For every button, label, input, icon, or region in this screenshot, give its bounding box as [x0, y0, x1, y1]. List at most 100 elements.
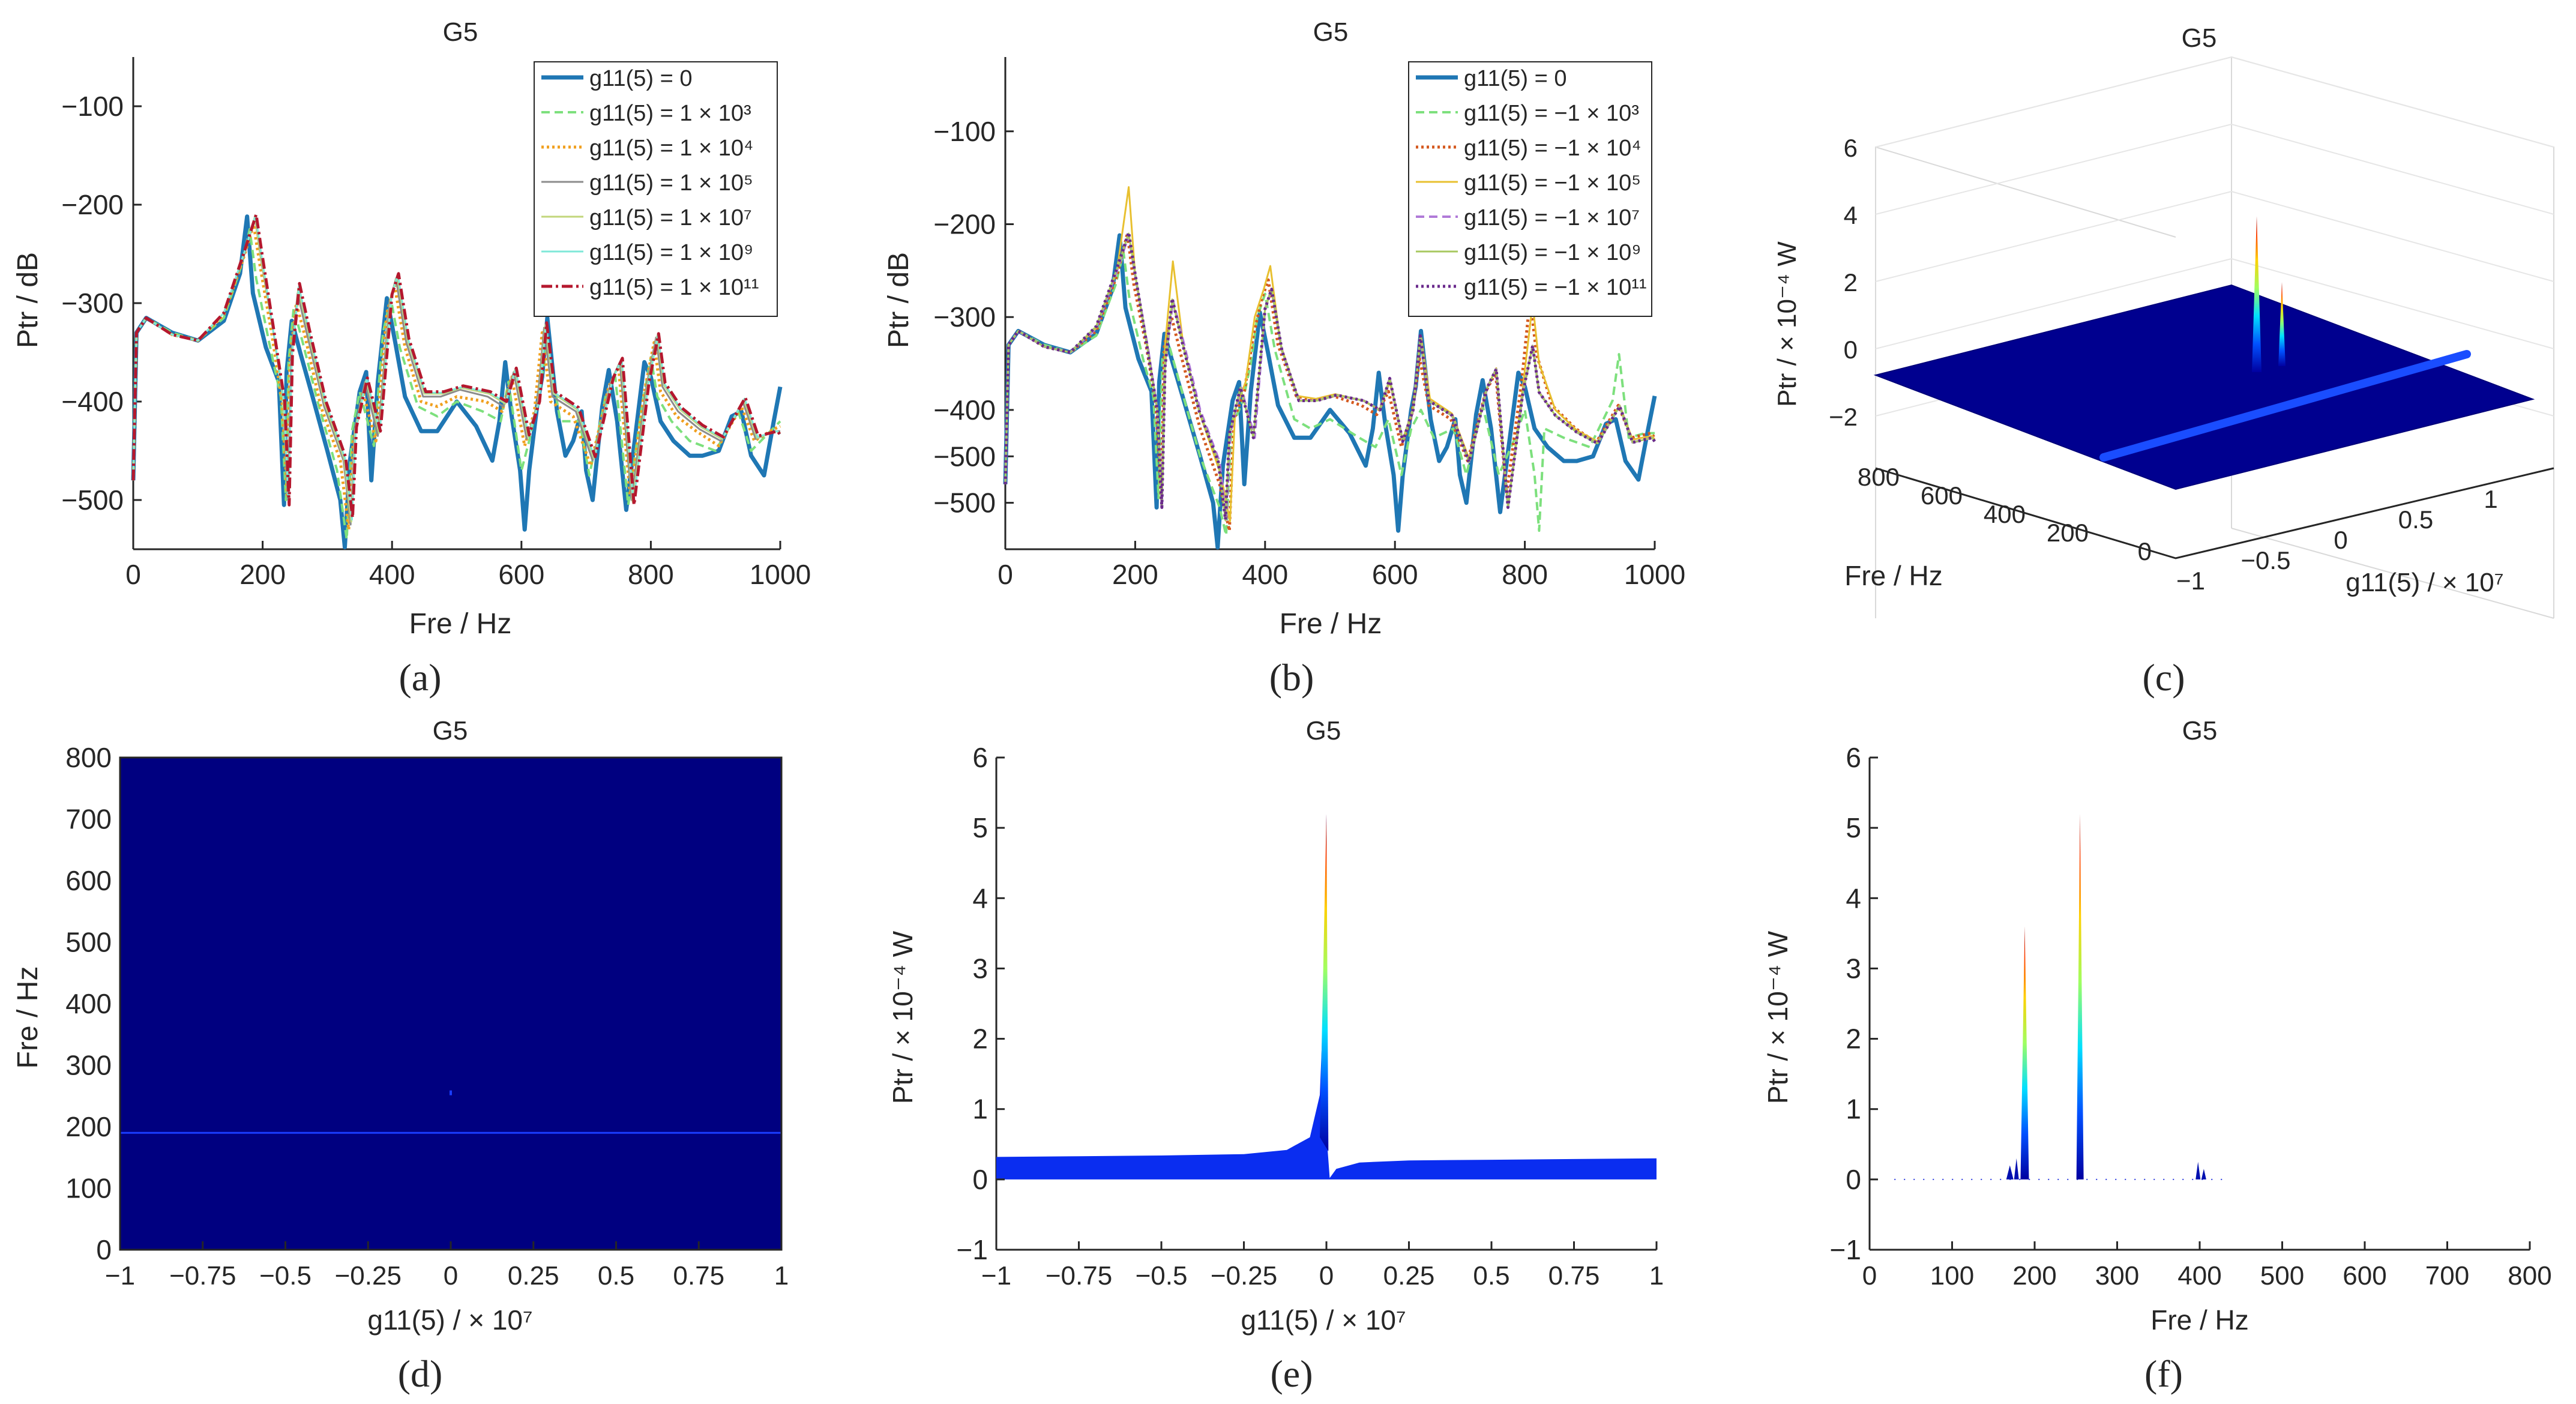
caption-a: (a) [399, 656, 441, 699]
heatmap-spot [450, 1090, 452, 1095]
panel-e: −1 0 1 2 3 4 5 6 −1 −0.75 −0.5 −0.25 0 0.25 0.5 0.75 1 G… [887, 716, 1664, 1336]
y-tick-label: −300 [933, 301, 996, 333]
legend-label: g11(5) = 1 × 10¹¹ [589, 275, 759, 300]
x-tick-label: −0.5 [1136, 1261, 1188, 1291]
legend-label: g11(5) = 1 × 10⁹ [589, 240, 753, 265]
y-tick-label: −100 [61, 91, 124, 122]
grid-line [1875, 124, 2232, 215]
panel-e-ylabel: Ptr / × 10⁻⁴ W [887, 930, 918, 1104]
z-tick-label: −2 [1829, 403, 1858, 431]
x-tick-label: 400 [1984, 500, 2026, 528]
panel-b: 0 200 400 600 800 1000 −500 −400 −300 −200 −100 −50… [883, 17, 1685, 640]
x-tick-label: 1000 [1624, 559, 1685, 590]
x-tick-label: −0.25 [1211, 1261, 1277, 1291]
y-tick-label: 4 [1846, 882, 1861, 914]
y-tick-label: 2 [972, 1023, 988, 1055]
y-tick-label: 0 [96, 1234, 112, 1265]
y-tick-label: 0.5 [2398, 505, 2433, 534]
y-tick-label: 400 [65, 988, 112, 1019]
grid-line [2231, 258, 2554, 349]
x-tick-label: 0 [444, 1261, 458, 1291]
x-tick-label: 600 [1921, 481, 1963, 510]
y-tick-label: −0.5 [2241, 546, 2291, 574]
legend-label: g11(5) = −1 × 10¹¹ [1464, 275, 1647, 300]
x-tick-label: 0.5 [1473, 1261, 1509, 1291]
legend-label: g11(5) = −1 × 10⁴ [1464, 136, 1642, 161]
x-tick-label: 0 [2138, 537, 2152, 565]
y-tick-label: −200 [933, 208, 996, 240]
x-tick-label: 600 [1372, 559, 1418, 590]
x-tick-label: 0.75 [1548, 1261, 1600, 1291]
legend-label: g11(5) = −1 × 10⁵ [1464, 170, 1641, 196]
x-tick-label: 800 [1858, 463, 1900, 491]
heatmap-field [120, 758, 781, 1250]
z-tick-label: 2 [1844, 268, 1858, 297]
y-tick-label: 0 [972, 1164, 988, 1195]
series-line [131, 223, 781, 531]
legend-label: g11(5) = 1 × 10³ [589, 101, 751, 126]
grid-line [2231, 124, 2554, 215]
panel-b-plot: 0 200 400 600 800 1000 −500 −400 −300 −200 −100 −50… [933, 57, 1685, 590]
caption-b: (b) [1269, 656, 1314, 699]
panel-c-zlabel: Ptr / × 10⁻⁴ W [1772, 241, 1802, 407]
z-tick-label: 6 [1844, 134, 1858, 162]
y-tick-label: −500 [61, 484, 124, 516]
y-tick-label: 1 [972, 1094, 988, 1125]
x-tick-label: 300 [2095, 1261, 2139, 1291]
panel-e-title: G5 [1306, 716, 1341, 746]
legend-label: g11(5) = −1 × 10⁷ [1464, 205, 1640, 230]
surface [1873, 284, 2535, 490]
y-tick-label: −500 [933, 487, 996, 519]
caption-f: (f) [2144, 1352, 2183, 1395]
panel-a-ylabel: Ptr / dB [12, 252, 44, 348]
ridge [2099, 350, 2471, 462]
x-tick-label: 100 [1930, 1261, 1974, 1291]
panel-c-xlabel: Fre / Hz [1844, 560, 1943, 591]
panel-d-xlabel: g11(5) / × 10⁷ [367, 1304, 532, 1336]
series-line [132, 228, 781, 541]
x-tick-label: 0.25 [1383, 1261, 1435, 1291]
axis-wall [2231, 528, 2554, 619]
peak [2006, 1165, 2014, 1180]
peak [2076, 813, 2084, 1180]
x-tick-label: 800 [1502, 559, 1548, 590]
y-tick-label: 1 [1846, 1094, 1861, 1125]
y-tick-label: 800 [65, 742, 112, 773]
panel-d-plot: 0 100 200 300 400 500 600 700 800 −1 −0.75 −0.5 −0.2… [65, 742, 789, 1291]
x-tick-label: 1 [1649, 1261, 1664, 1291]
panel-e-plot: −1 0 1 2 3 4 5 6 −1 −0.75 −0.5 −0.25 0 0.25 0.5 0.75 1 [957, 742, 1664, 1291]
grid-line [1875, 258, 2232, 349]
peak [2020, 926, 2029, 1180]
x-tick-label: 1 [774, 1261, 789, 1291]
x-tick-label: 400 [369, 559, 415, 590]
y-tick-label: −100 [933, 116, 996, 147]
y-tick-label: −1 [2176, 567, 2205, 595]
x-tick-label: 400 [2177, 1261, 2221, 1291]
panel-f-ylabel: Ptr / × 10⁻⁴ W [1762, 930, 1793, 1104]
y-tick-label: 700 [65, 804, 112, 835]
y-tick-label: 4 [972, 882, 988, 914]
panel-f-xlabel: Fre / Hz [2150, 1304, 2249, 1336]
x-tick-label: 0.25 [508, 1261, 559, 1291]
panel-c-plot: 6 4 2 0 −2 800 600 400 200 0 −1 −0.5 0 0.5 1 [1829, 56, 2554, 619]
series-line [1004, 250, 1655, 537]
peak [2278, 282, 2286, 366]
y-tick-label: 0 [1846, 1164, 1861, 1195]
y-tick-label: −500 [933, 441, 996, 472]
panel-c-title: G5 [2182, 23, 2217, 53]
grid-line [2231, 191, 2554, 282]
x-tick-label: 400 [1242, 559, 1288, 590]
y-tick-label: 0 [2334, 526, 2347, 554]
grid-line [2231, 56, 2554, 148]
x-tick-label: −0.25 [335, 1261, 402, 1291]
legend-label: g11(5) = 0 [1464, 66, 1566, 91]
y-tick-label: 300 [65, 1050, 112, 1081]
peak [2014, 1158, 2019, 1180]
z-tick-label: 4 [1844, 201, 1858, 229]
x-tick-label: −1 [105, 1261, 135, 1291]
x-tick-label: 0 [1862, 1261, 1877, 1291]
legend-label: g11(5) = 1 × 10⁵ [589, 170, 753, 196]
grid-line [1875, 56, 2232, 148]
